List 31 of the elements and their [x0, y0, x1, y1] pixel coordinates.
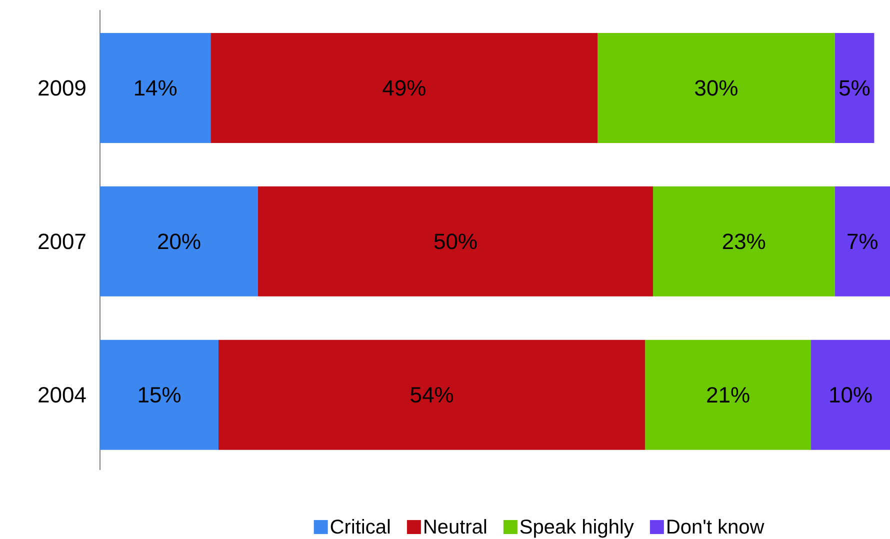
- data-label: 7%: [848, 234, 878, 250]
- data-label: 50%: [434, 234, 477, 250]
- bar: [210, 32, 598, 143]
- data-label: 15%: [138, 387, 180, 403]
- data-label: 5%: [839, 80, 870, 96]
- bar: [100, 186, 258, 296]
- bar: [834, 32, 874, 143]
- y-tick-label: 2009: [38, 80, 86, 96]
- data-label: 20%: [158, 234, 200, 250]
- bar: [218, 340, 646, 450]
- bar: [258, 186, 654, 296]
- data-label: 10%: [830, 387, 872, 403]
- data-label: 54%: [410, 387, 454, 403]
- data-label: 21%: [707, 387, 750, 403]
- legend-label: Speak highly: [520, 519, 634, 538]
- data-label: 30%: [695, 80, 738, 96]
- legend-label: Critical: [330, 519, 390, 534]
- legend-label: Don't know: [668, 519, 764, 534]
- y-tick-label: 2004: [38, 387, 86, 403]
- bar: [598, 32, 835, 143]
- bar: [834, 186, 890, 296]
- data-label: 23%: [722, 234, 766, 250]
- data-label: 49%: [382, 80, 426, 96]
- bar: [811, 340, 890, 450]
- bar: [645, 340, 812, 450]
- bar: [100, 340, 219, 450]
- data-label: 14%: [134, 80, 177, 96]
- y-tick-label: 2007: [38, 234, 86, 250]
- bar: [653, 186, 835, 296]
- legend-label: Neutral: [424, 519, 486, 534]
- bar: [100, 32, 211, 143]
